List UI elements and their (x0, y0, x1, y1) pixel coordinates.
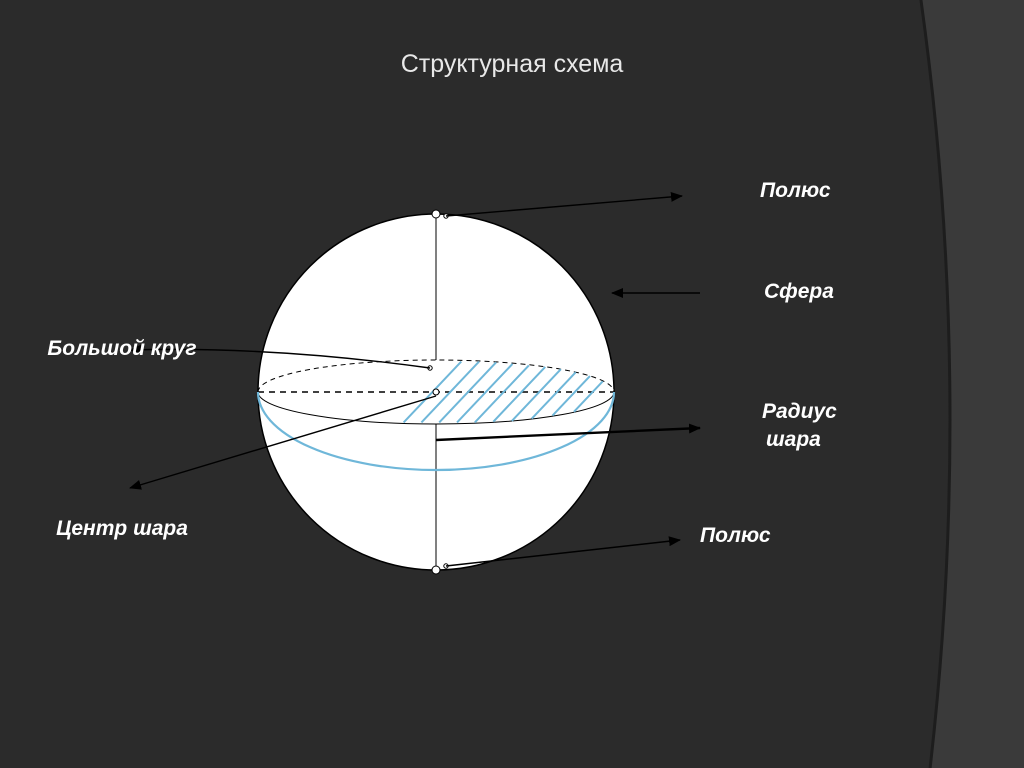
label-pole-top: Полюс (760, 179, 831, 203)
diagram-stage: Структурная схема Полюс Сфера Большой кр… (0, 0, 1024, 768)
label-big-circle: Большой круг (0, 337, 272, 361)
label-radius-line2: шара (766, 428, 821, 452)
title-text: Структурная схема (0, 50, 1024, 79)
label-radius-line1: Радиус (762, 400, 837, 424)
label-sphere: Сфера (764, 280, 834, 304)
label-center: Центр шара (0, 517, 272, 541)
diagram-svg (0, 0, 1024, 768)
label-pole-bottom: Полюс (700, 524, 771, 548)
